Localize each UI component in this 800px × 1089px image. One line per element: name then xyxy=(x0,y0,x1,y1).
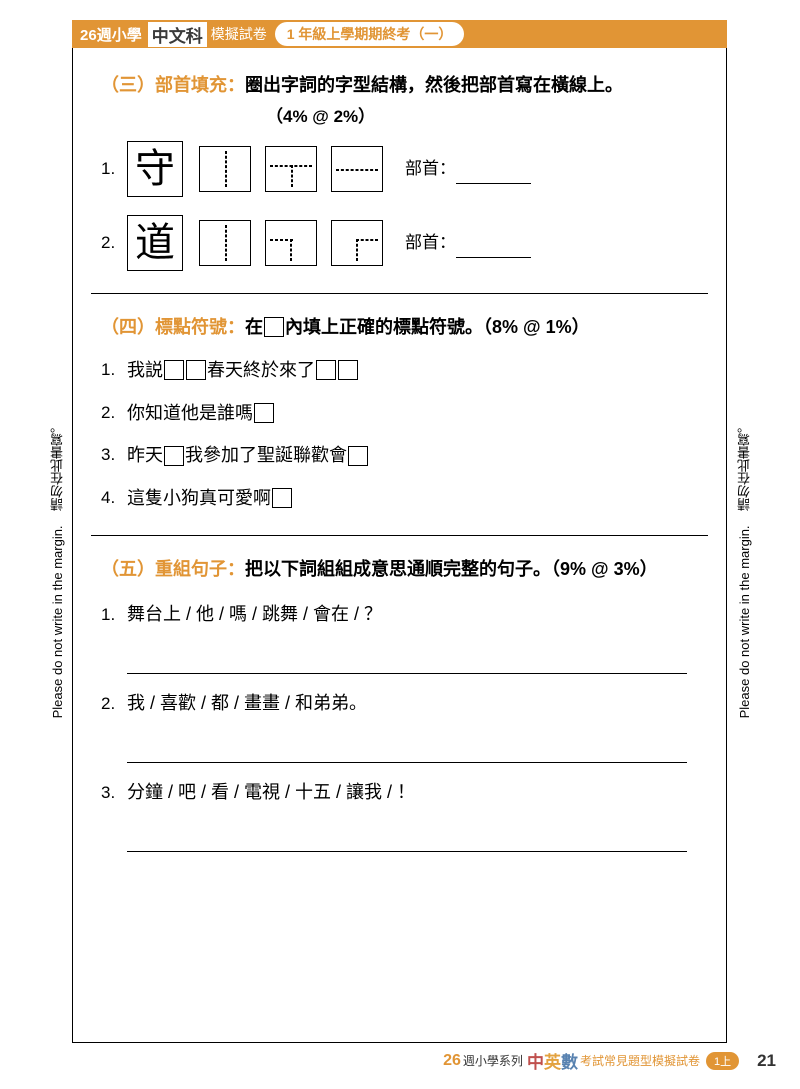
structure-L-bottom-right-icon[interactable] xyxy=(331,220,383,266)
section4-name: 標點符號： xyxy=(155,317,245,337)
section3-title: （三）部首填充：圈出字詞的字型結構，然後把部首寫在橫線上。 xyxy=(101,70,698,101)
structure-L-bottom-left-icon[interactable] xyxy=(265,220,317,266)
box-icon xyxy=(264,317,284,337)
punctuation-box[interactable] xyxy=(316,360,336,380)
section3-name: 部首填充： xyxy=(155,75,245,95)
header-mock: 模擬試卷 xyxy=(211,24,267,44)
structure-top-bottom-icon[interactable] xyxy=(265,146,317,192)
section5-instr: 把以下詞組組成意思通順完整的句子。（9% @ 3%） xyxy=(245,559,658,579)
q3-2-num: 2. xyxy=(101,229,127,258)
q5-item-num: 2. xyxy=(101,690,127,719)
q5-item-num: 3. xyxy=(101,779,127,808)
punctuation-box[interactable] xyxy=(164,446,184,466)
footer-subjects: 中英數 xyxy=(527,1048,578,1073)
footer-desc: 考試常見題型模擬試卷 xyxy=(580,1052,700,1069)
q5-text: 舞台上 / 他 / 嗎 / 跳舞 / 會在 / ？ xyxy=(127,604,382,624)
footer-brand-num: 26 xyxy=(443,1052,461,1070)
q4-item: 3.昨天我參加了聖誕聯歡會 xyxy=(101,440,698,471)
q4-text: 我參加了聖誕聯歡會 xyxy=(185,440,347,471)
q3-2-char: 道 xyxy=(127,215,183,271)
q5-item: 1.舞台上 / 他 / 嗎 / 跳舞 / 會在 / ？ xyxy=(101,599,698,674)
q5-answer-line[interactable] xyxy=(127,737,687,763)
section4-items: 1.我説春天終於來了2.你知道他是誰嗎3.昨天我參加了聖誕聯歡會4.這隻小狗真可… xyxy=(101,355,698,513)
q4-text: 我説 xyxy=(127,355,163,386)
q4-item: 2.你知道他是誰嗎 xyxy=(101,398,698,429)
margin-note-right: Please do not write in the margin. 請勿在此書… xyxy=(735,420,755,718)
q5-prompt: 3.分鐘 / 吧 / 看 / 電視 / 十五 / 讓我 / ！ xyxy=(101,777,698,808)
punctuation-box[interactable] xyxy=(164,360,184,380)
section5-title: （五）重組句子：把以下詞組組成意思通順完整的句子。（9% @ 3%） xyxy=(101,554,698,585)
punctuation-box[interactable] xyxy=(338,360,358,380)
q5-text: 分鐘 / 吧 / 看 / 電視 / 十五 / 讓我 / ！ xyxy=(127,782,415,802)
margin-note-en: Please do not write in the margin. xyxy=(737,525,752,718)
q3-1-char: 守 xyxy=(127,141,183,197)
q4-item: 1.我説 春天終於來了 xyxy=(101,355,698,386)
section5-num: （五） xyxy=(101,559,155,579)
section4-num: （四） xyxy=(101,317,155,337)
footer-page-number: 21 xyxy=(757,1051,776,1071)
q4-item-num: 4. xyxy=(101,484,127,513)
q4-item-num: 3. xyxy=(101,441,127,470)
section5-items: 1.舞台上 / 他 / 嗎 / 跳舞 / 會在 / ？ 2.我 / 喜歡 / 都 … xyxy=(101,599,698,852)
punctuation-box[interactable] xyxy=(186,360,206,380)
margin-note-en: Please do not write in the margin. xyxy=(50,525,65,718)
header-exam-label: 1 年級上學期期終考（一） xyxy=(275,22,465,46)
q3-1-radical-blank[interactable] xyxy=(456,166,531,184)
q4-text: 春天終於來了 xyxy=(207,355,315,386)
margin-note-cn: 請勿在此書寫。 xyxy=(737,420,752,511)
q3-item-1: 1. 守 部首： xyxy=(101,141,698,197)
structure-top-bottom2-icon[interactable] xyxy=(331,146,383,192)
margin-note-cn: 請勿在此書寫。 xyxy=(50,420,65,511)
worksheet-frame: （三）部首填充：圈出字詞的字型結構，然後把部首寫在橫線上。 （4% @ 2%） … xyxy=(72,48,727,1043)
q5-item: 2.我 / 喜歡 / 都 / 畫畫 / 和弟弟。 xyxy=(101,688,698,763)
q5-item-num: 1. xyxy=(101,601,127,630)
section3-num: （三） xyxy=(101,75,155,95)
q5-answer-line[interactable] xyxy=(127,826,687,852)
section4-title: （四）標點符號：在 內填上正確的標點符號。（8% @ 1%） xyxy=(101,312,698,343)
header-logo-text: 週小學 xyxy=(97,27,142,44)
q5-text: 我 / 喜歡 / 都 / 畫畫 / 和弟弟。 xyxy=(127,693,367,713)
q5-item: 3.分鐘 / 吧 / 看 / 電視 / 十五 / 讓我 / ！ xyxy=(101,777,698,852)
q3-2-radical-label: 部首： xyxy=(405,229,531,258)
q3-2-radical-blank[interactable] xyxy=(456,240,531,258)
footer-level: 1上 xyxy=(706,1052,739,1070)
q5-answer-line[interactable] xyxy=(127,648,687,674)
q4-text: 昨天 xyxy=(127,440,163,471)
structure-left-right-icon[interactable] xyxy=(199,146,251,192)
section4-instr-pre: 在 xyxy=(245,317,263,337)
q5-prompt: 1.舞台上 / 他 / 嗎 / 跳舞 / 會在 / ？ xyxy=(101,599,698,630)
q4-item-num: 1. xyxy=(101,356,127,385)
q4-item-num: 2. xyxy=(101,399,127,428)
q3-1-radical-label: 部首： xyxy=(405,155,531,184)
punctuation-box[interactable] xyxy=(254,403,274,423)
page-footer: 26 週小學系列 中英數 考試常見題型模擬試卷 1上 21 xyxy=(443,1048,776,1073)
footer-series: 週小學系列 xyxy=(463,1052,523,1069)
header-bar: 26週小學 中文科 模擬試卷 1 年級上學期期終考（一） xyxy=(72,20,727,48)
q4-item: 4.這隻小狗真可愛啊 xyxy=(101,483,698,514)
punctuation-box[interactable] xyxy=(348,446,368,466)
q5-prompt: 2.我 / 喜歡 / 都 / 畫畫 / 和弟弟。 xyxy=(101,688,698,719)
structure-left-right2-icon[interactable] xyxy=(199,220,251,266)
section5-name: 重組句子： xyxy=(155,559,245,579)
margin-note-left: Please do not write in the margin. 請勿在此書… xyxy=(48,420,68,718)
section3-percent: （4% @ 2%） xyxy=(266,103,698,132)
section3-instr: 圈出字詞的字型結構，然後把部首寫在橫線上。 xyxy=(245,75,623,95)
header-logo-num: 26 xyxy=(80,27,97,44)
q4-text: 這隻小狗真可愛啊 xyxy=(127,483,271,514)
divider-icon xyxy=(91,293,708,294)
header-subject: 中文科 xyxy=(148,22,207,47)
divider-icon xyxy=(91,535,708,536)
q3-item-2: 2. 道 部首： xyxy=(101,215,698,271)
q3-1-num: 1. xyxy=(101,155,127,184)
q4-text: 你知道他是誰嗎 xyxy=(127,398,253,429)
section4-instr-post: 內填上正確的標點符號。（8% @ 1%） xyxy=(285,317,590,337)
punctuation-box[interactable] xyxy=(272,488,292,508)
header-logo: 26週小學 xyxy=(80,24,142,45)
